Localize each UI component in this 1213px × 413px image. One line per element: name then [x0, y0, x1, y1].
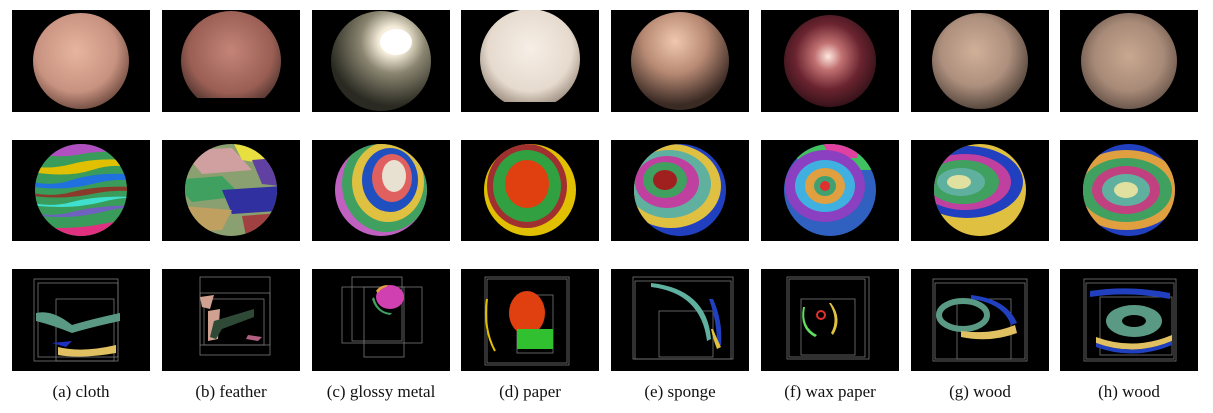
- segment-result-wood-1: [911, 269, 1049, 371]
- segmentation-map-wood-2: [1060, 140, 1198, 241]
- raw-image-cloth: [12, 10, 150, 112]
- caption-cloth: (a) cloth: [52, 382, 110, 401]
- raw-image-sponge: [611, 10, 749, 112]
- caption-feather: (b) feather: [195, 382, 267, 401]
- segmentation-map-glossy-metal: [312, 140, 450, 241]
- segment-result-glossy-metal: [312, 269, 450, 371]
- segment-result-feather: [162, 269, 300, 371]
- segment-result-cloth: [12, 269, 150, 371]
- segment-result-paper: [461, 269, 599, 371]
- raw-image-glossy-metal: [312, 10, 450, 112]
- caption-paper: (d) paper: [499, 382, 561, 401]
- segmentation-map-sponge: [611, 140, 749, 241]
- caption-wood-1: (g) wood: [949, 382, 1011, 401]
- segment-result-wood-2: [1060, 269, 1198, 371]
- caption-sponge: (e) sponge: [644, 382, 716, 401]
- raw-image-wood-2: [1060, 10, 1198, 112]
- raw-image-feather: [162, 10, 300, 112]
- raw-image-wood-1: [911, 10, 1049, 112]
- segmentation-map-feather: [162, 140, 300, 241]
- segmentation-map-wax-paper: [761, 140, 899, 241]
- raw-image-paper: [461, 10, 599, 112]
- caption-wood-2: (h) wood: [1098, 382, 1160, 401]
- caption-wax-paper: (f) wax paper: [784, 382, 876, 401]
- segment-result-sponge: [611, 269, 749, 371]
- segmentation-map-cloth: [12, 140, 150, 241]
- segment-result-wax-paper: [761, 269, 899, 371]
- segmentation-map-wood-1: [911, 140, 1049, 241]
- raw-image-wax-paper: [761, 10, 899, 112]
- segmentation-map-paper: [461, 140, 599, 241]
- caption-glossy-metal: (c) glossy metal: [326, 382, 436, 401]
